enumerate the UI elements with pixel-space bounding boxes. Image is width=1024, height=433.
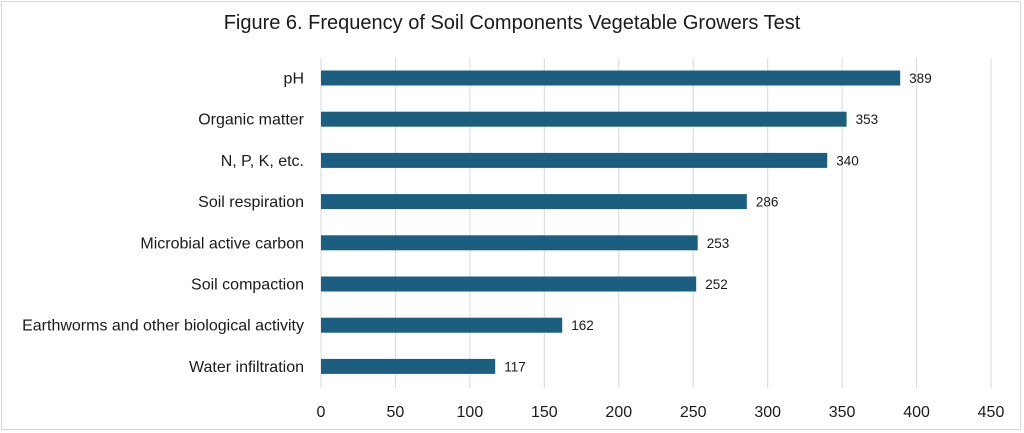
x-axis-tick-labels: 0 50 100 150 200 250 300 350 400 450 bbox=[317, 404, 1005, 421]
category-label: Soil respiration bbox=[198, 194, 304, 211]
category-label: Microbial active carbon bbox=[140, 235, 304, 252]
x-tick-label: 50 bbox=[387, 404, 405, 421]
bar bbox=[321, 194, 747, 210]
data-label: 162 bbox=[571, 318, 594, 333]
data-labels: 389 353 340 286 253 252 162 117 bbox=[504, 71, 932, 374]
x-tick-label: 0 bbox=[317, 404, 326, 421]
bar bbox=[321, 317, 563, 333]
x-tick-label: 150 bbox=[531, 404, 558, 421]
bar bbox=[321, 276, 697, 292]
x-tick-label: 100 bbox=[457, 404, 484, 421]
bar bbox=[321, 152, 828, 168]
bars bbox=[321, 70, 901, 374]
x-tick-label: 400 bbox=[903, 404, 930, 421]
bar bbox=[321, 111, 847, 127]
data-label: 389 bbox=[909, 71, 932, 86]
category-labels: pH Organic matter N, P, K, etc. Soil respir… bbox=[22, 71, 305, 376]
x-tick-label: 350 bbox=[829, 404, 856, 421]
data-label: 252 bbox=[705, 277, 728, 292]
chart-title: Figure 6. Frequency of Soil Components V… bbox=[223, 12, 801, 34]
bar bbox=[321, 70, 901, 86]
x-tick-label: 250 bbox=[680, 404, 707, 421]
category-label: N, P, K, etc. bbox=[221, 153, 304, 170]
category-label: Soil compaction bbox=[191, 277, 304, 294]
category-label: Organic matter bbox=[198, 112, 304, 129]
data-label: 117 bbox=[504, 359, 526, 374]
x-tick-label: 300 bbox=[754, 404, 781, 421]
category-label: pH bbox=[284, 71, 304, 88]
category-label: Earthworms and other biological activity bbox=[22, 318, 304, 335]
category-label: Water infiltration bbox=[189, 359, 304, 376]
bar bbox=[321, 358, 496, 374]
data-label: 353 bbox=[856, 112, 879, 127]
data-label: 286 bbox=[756, 195, 779, 210]
x-tick-label: 450 bbox=[978, 404, 1005, 421]
x-tick-label: 200 bbox=[605, 404, 632, 421]
data-label: 253 bbox=[707, 236, 730, 251]
gridlines bbox=[320, 58, 992, 388]
data-label: 340 bbox=[836, 153, 859, 168]
bar bbox=[321, 235, 698, 251]
